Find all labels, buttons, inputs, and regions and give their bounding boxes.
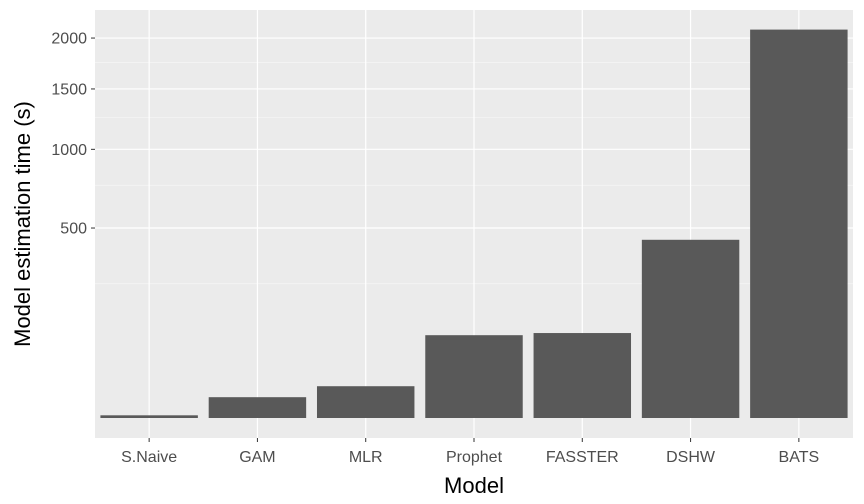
bars [100, 29, 848, 418]
bar-dshw [641, 239, 740, 418]
y-tick-label: 1500 [51, 81, 87, 98]
bar-s-naive [100, 415, 198, 418]
y-tick-label: 2000 [51, 31, 87, 48]
bar-prophet [425, 335, 523, 418]
bar-fasster [533, 333, 632, 418]
x-axis-ticks: S.Naive GAM MLR Prophet FASSTER DSHW BATS [121, 438, 819, 466]
x-tick-label: Prophet [446, 449, 503, 466]
y-axis-title: Model estimation time (s) [10, 101, 35, 347]
y-tick-label: 1000 [51, 142, 87, 159]
bar-gam [208, 397, 307, 418]
x-tick-label: BATS [779, 449, 820, 466]
bar-bats [750, 29, 848, 418]
x-axis-title: Model [444, 473, 504, 498]
y-axis-ticks: 500 1000 1500 2000 [51, 31, 95, 238]
x-tick-label: S.Naive [121, 449, 177, 466]
x-tick-label: FASSTER [546, 449, 619, 466]
bar-mlr [316, 386, 415, 418]
x-tick-label: MLR [349, 449, 383, 466]
x-tick-label: DSHW [666, 449, 716, 466]
x-tick-label: GAM [239, 449, 275, 466]
y-tick-label: 500 [60, 221, 87, 238]
